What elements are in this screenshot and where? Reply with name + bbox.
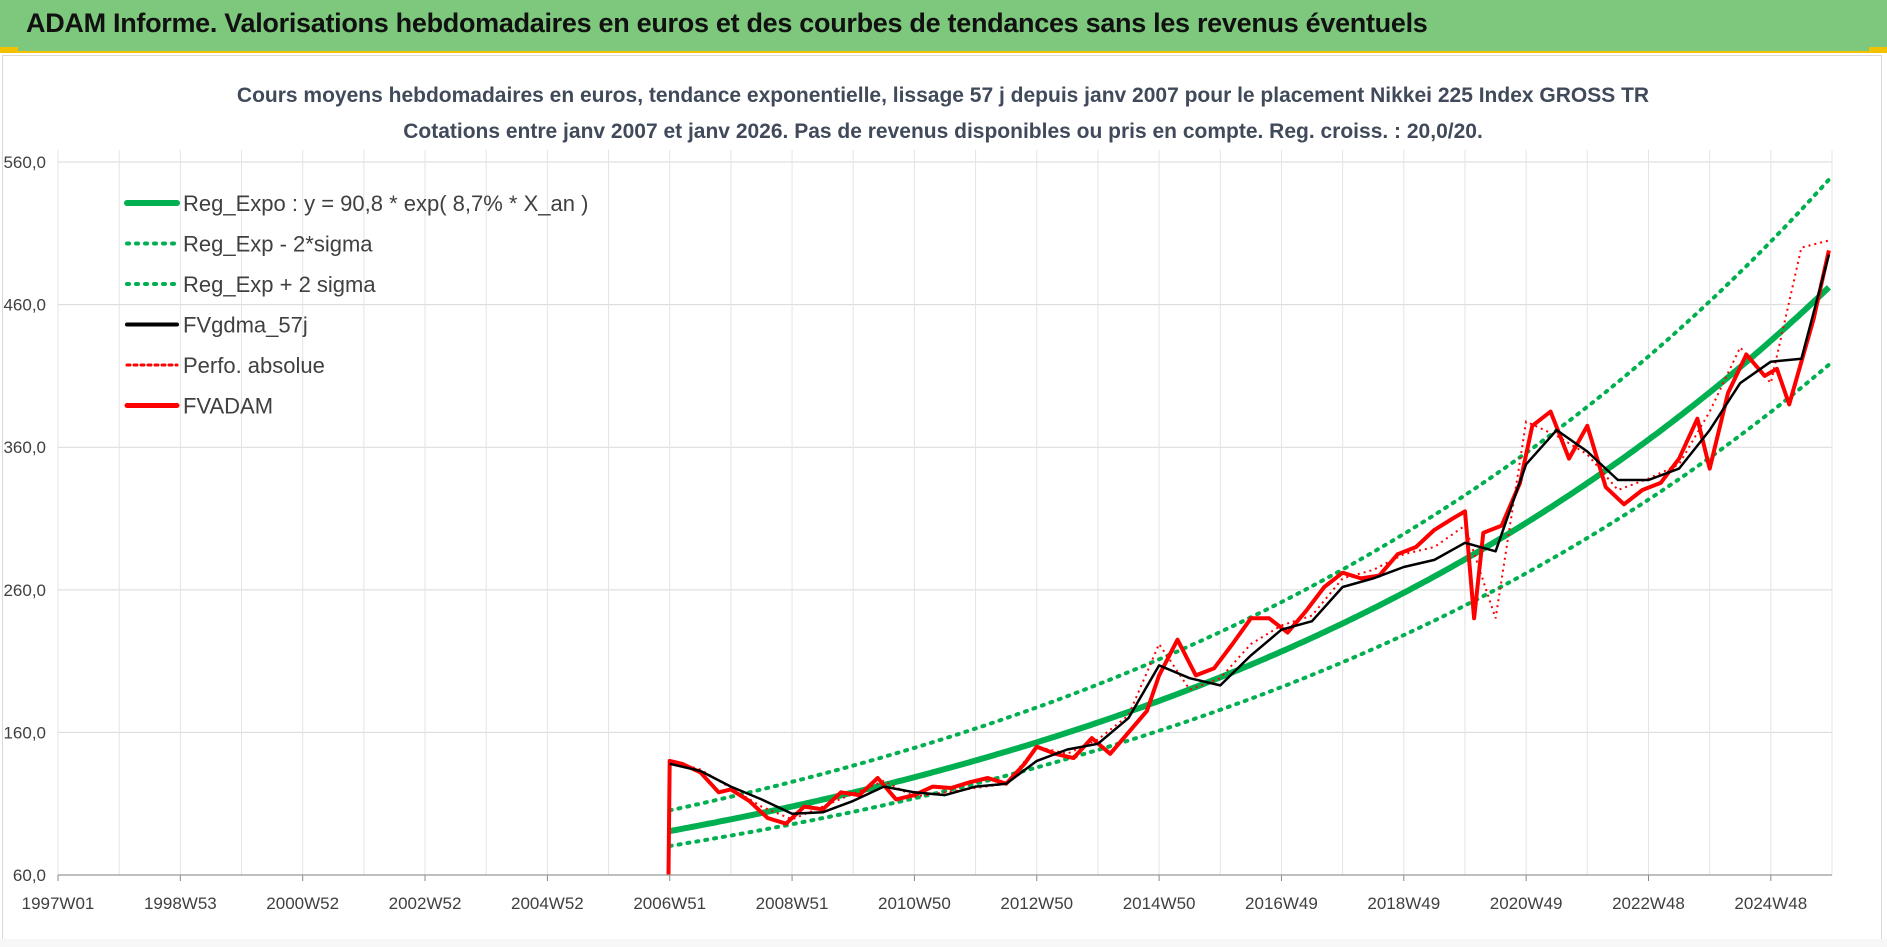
legend-label: Perfo. absolue [183,353,325,378]
x-tick-label: 2020W49 [1490,894,1563,913]
y-tick-label: 560,0 [3,153,46,172]
series-reg-exp-minus-2sigma [667,362,1831,848]
chart-title: Cours moyens hebdomadaires en euros, ten… [237,84,1649,107]
legend-label: FVADAM [183,394,273,419]
series-reg-expo [669,285,1831,835]
x-tick-label: 2002W52 [389,894,462,913]
chart-subtitle: Cotations entre janv 2007 et janv 2026. … [403,120,1483,143]
series-fvadam [666,249,1831,876]
axis-layer: 60,0 160,0 260,0 360,0 460,0 560,0 1997W01 1998… [3,153,1832,913]
series-fvgdma-57j [669,254,1831,815]
x-tick-label: 2010W50 [878,894,951,913]
series-layer [666,177,1831,876]
y-tick-label: 460,0 [3,296,46,315]
x-tick-label: 2018W49 [1367,894,1440,913]
corner-accent-right [1869,47,1887,53]
x-tick-label: 2012W50 [1000,894,1073,913]
x-tick-label: 2000W52 [266,894,339,913]
x-tick-label: 2014W50 [1123,894,1196,913]
y-tick-label: 60,0 [13,866,46,885]
x-tick-label: 2022W48 [1612,894,1685,913]
x-tick-label: 2024W48 [1734,894,1807,913]
x-tick-label: 2006W51 [633,894,706,913]
y-tick-label: 360,0 [3,438,46,457]
legend-label: Reg_Expo : y = 90,8 * exp( 8,7% * X_an ) [183,191,588,216]
banner-title: ADAM Informe. Valorisations hebdomadaire… [26,8,1428,38]
legend: Reg_Expo : y = 90,8 * exp( 8,7% * X_an )… [124,191,588,419]
legend-label: Reg_Exp + 2 sigma [183,272,376,297]
header-banner: ADAM Informe. Valorisations hebdomadaire… [0,0,1887,53]
bottom-strip [0,939,1887,947]
x-tick-label: 2004W52 [511,894,584,913]
legend-label: FVgdma_57j [183,313,308,338]
legend-label: Reg_Exp - 2*sigma [183,232,373,257]
x-tick-label: 1997W01 [22,894,95,913]
x-tick-label: 2016W49 [1245,894,1318,913]
corner-accent-left [0,47,18,53]
y-tick-label: 260,0 [3,581,46,600]
x-tick-label: 1998W53 [144,894,217,913]
y-tick-label: 160,0 [3,723,46,742]
x-tick-label: 2008W51 [756,894,829,913]
series-perfo-absolue [669,239,1830,821]
